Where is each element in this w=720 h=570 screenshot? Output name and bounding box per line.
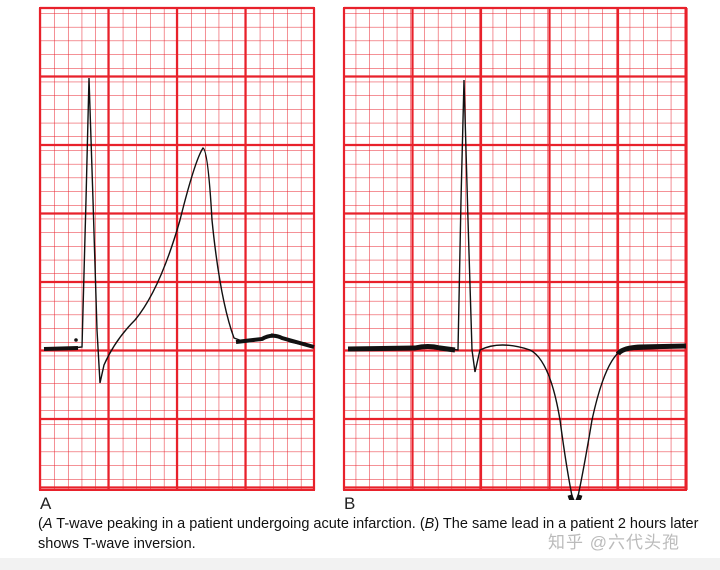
figure-caption: (A T-wave peaking in a patient undergoin… [38,516,699,552]
caption-marker-b: B [424,516,435,532]
bottom-bar [0,558,720,570]
ecg-dot-a [74,338,78,342]
caption-marker-a: A [42,516,53,532]
ecg-grid-b [342,6,688,491]
caption-text-b: ) The same lead in a patient 2 hours lat… [38,516,699,552]
panel-label-a: A [40,494,52,513]
ecg-trace-b [348,79,687,500]
ecg-baseline-b-thick [347,343,687,500]
ecg-grid-a [38,6,316,491]
panel-label-b: B [344,494,356,513]
caption-text-a: T-wave peaking in a patient undergoing a… [52,516,425,532]
ecg-baseline-a-thick [43,333,315,351]
ecg-figure [38,6,688,500]
watermark: 知乎 @六代头孢 [548,533,680,552]
